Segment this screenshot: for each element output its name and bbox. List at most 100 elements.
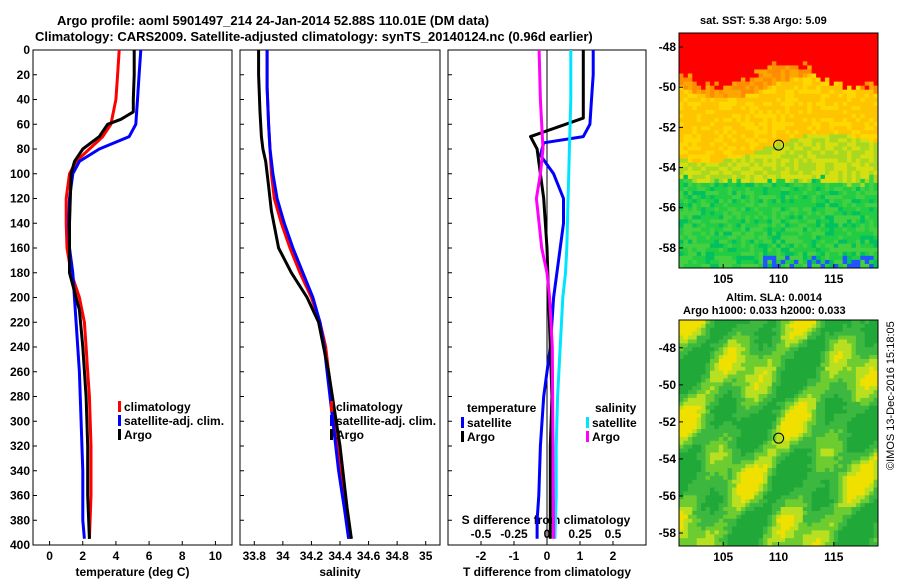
sst-map-cell (807, 154, 813, 159)
sst-map-cell (754, 195, 759, 200)
sst-map-cell (802, 170, 808, 176)
sla-map-cell (842, 390, 848, 395)
sla-map-cell (701, 421, 706, 426)
sst-map-cell (824, 211, 830, 216)
sst-map-cell (873, 231, 879, 236)
sst-map-cell (842, 33, 848, 38)
sla-map-cell (807, 487, 813, 492)
sst-map-cell (816, 114, 821, 119)
sst-map-cell (718, 162, 724, 168)
sst-map-cell (692, 122, 698, 127)
sla-map-cell (833, 409, 839, 414)
sst-map-cell (816, 166, 821, 172)
sla-map-cell (851, 460, 857, 465)
sla-map-cell (811, 499, 817, 504)
sla-map-cell (740, 343, 746, 348)
sla-map-cell (793, 409, 799, 414)
sst-map-cell (771, 215, 777, 220)
sst-map-cell (683, 93, 689, 99)
sst-map-cell (851, 33, 857, 38)
sla-map-cell (798, 351, 804, 356)
sst-map-cell (732, 239, 737, 245)
sst-map-cell (780, 61, 786, 66)
sst-map-cell (816, 138, 821, 143)
sla-map-cell (851, 421, 857, 426)
sst-map-cell (705, 162, 711, 168)
sla-map-cell (873, 351, 879, 356)
sla-map-cell (745, 397, 751, 403)
sla-map-cell (780, 483, 786, 488)
sst-map-cell (683, 162, 689, 168)
sla-map-cell (864, 413, 870, 418)
sst-map-cell (705, 174, 711, 180)
sst-map-cell (692, 191, 698, 196)
sst-map-cell (864, 69, 870, 74)
sst-map-cell (816, 263, 821, 269)
sst-map-cell (696, 239, 702, 245)
sla-map-cell (789, 320, 795, 325)
sla-map-cell (780, 413, 786, 418)
sst-map-cell (811, 203, 817, 208)
sst-map-cell (842, 77, 848, 83)
sla-map-cell (727, 405, 733, 411)
sla-map-cell (718, 479, 724, 485)
sst-map-cell (798, 207, 804, 212)
sst-map-cell (838, 215, 844, 220)
sla-map-cell (683, 382, 689, 387)
sla-map-cell (727, 397, 733, 403)
sst-map-cell (842, 247, 848, 253)
sla-map-cell (696, 444, 702, 449)
sst-map-cell (802, 251, 808, 257)
diff-series-magenta (534, 49, 556, 539)
sst-map-cell (723, 89, 729, 95)
sst-map-cell (860, 191, 866, 196)
sst-map-cell (838, 150, 844, 155)
sla-map-cell (709, 382, 715, 387)
sla-map-cell (864, 335, 870, 340)
sla-map-cell (829, 468, 835, 473)
sst-map-cell (754, 178, 759, 184)
sst-map-cell (855, 65, 861, 70)
sla-map-cell (705, 440, 711, 446)
sst-map-cell (793, 247, 799, 253)
sla-map-cell (864, 347, 870, 352)
sst-map-cell (802, 53, 808, 58)
sst-map-cell (780, 215, 786, 220)
sla-map-cell (771, 386, 777, 391)
diff-legend-temperature-title: temperature (467, 401, 537, 415)
sst-map-cell (847, 77, 852, 83)
sst-map-cell (833, 239, 839, 245)
sst-map-cell (842, 65, 848, 70)
sla-map-cell (816, 479, 821, 485)
sla-map-cell (789, 487, 795, 492)
sst-map-cell (749, 81, 755, 87)
sst-map-argo-marker (773, 139, 785, 151)
sst-map-cell (696, 89, 702, 95)
sla-map-cell (789, 491, 795, 496)
sst-map-cell (842, 182, 848, 188)
sst-map-cell (824, 215, 830, 220)
sla-map-cell (679, 487, 684, 492)
sla-map-cell (683, 440, 689, 446)
sst-map-cell (873, 191, 879, 196)
sla-map-cell (767, 339, 773, 344)
sst-map-cell (793, 154, 799, 159)
sla-map-cell (847, 479, 852, 485)
sst-map-cell (745, 191, 751, 196)
salinity-legend-climatology-swatch (330, 401, 333, 412)
sla-map-cell (683, 475, 689, 481)
sla-map-cell (692, 421, 698, 426)
sla-map-cell (816, 378, 821, 383)
sst-map-cell (798, 37, 804, 42)
sla-map-cell (709, 464, 715, 469)
sst-map-cell (793, 65, 799, 70)
sst-map-cell (789, 263, 795, 269)
sst-map-cell (829, 231, 835, 236)
sst-map-cell (692, 85, 698, 91)
sst-map-cell (793, 211, 799, 216)
sst-map-cell (855, 85, 861, 91)
sla-map-cell (855, 460, 861, 465)
sla-map-cell (869, 491, 874, 496)
sst-map-cell (745, 207, 751, 212)
sla-map-cell (696, 397, 702, 403)
